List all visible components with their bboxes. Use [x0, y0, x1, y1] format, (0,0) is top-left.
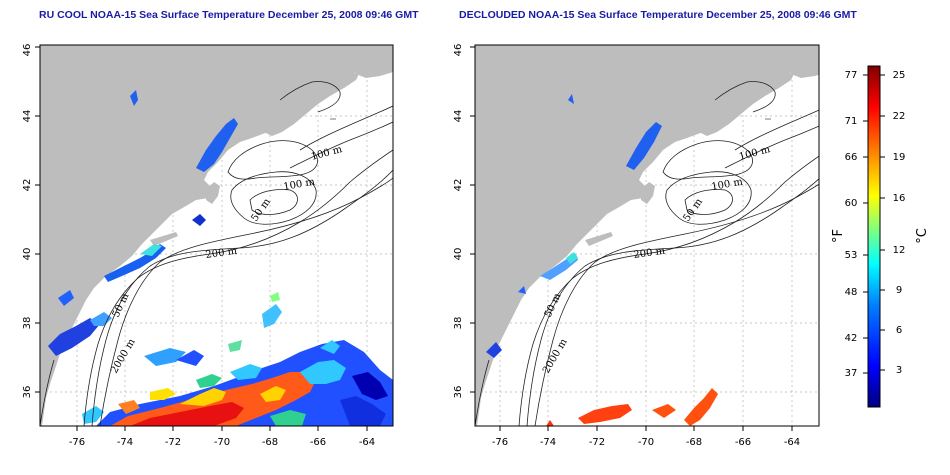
x-tick-label: -68: [686, 437, 702, 448]
f-tick-label: 77: [845, 70, 858, 81]
c-tick-label: 9: [896, 285, 902, 296]
colorbar: 77 71 66 60 53 48 42 37 25 22 19 16 12 9…: [831, 65, 930, 408]
x-tick-label: -74: [540, 437, 556, 448]
f-tick-label: 53: [845, 250, 858, 261]
x-tick-label: -68: [262, 437, 278, 448]
c-tick-label: 19: [893, 152, 906, 163]
left-y-axis: 36 38 40 42 44 46: [22, 44, 40, 399]
fahrenheit-ticks: 77 71 66 60 53 48 42 37: [845, 70, 858, 379]
f-tick-label: 71: [845, 116, 858, 127]
contour-label: 200 m: [205, 246, 238, 261]
left-panel-title: RU COOL NOAA-15 Sea Surface Temperature …: [39, 9, 419, 21]
right-panel-title: DECLOUDED NOAA-15 Sea Surface Temperatur…: [459, 9, 857, 21]
x-tick-label: -64: [359, 437, 375, 448]
left-x-axis: -76 -74 -72 -70 -68 -66 -64: [69, 426, 375, 448]
colorbar-gradient: [867, 65, 881, 408]
f-tick-label: 60: [845, 198, 858, 209]
x-tick-label: -76: [492, 437, 508, 448]
right-sst-data: [486, 94, 718, 426]
celsius-unit-label: °C: [915, 228, 930, 244]
f-tick-label: 42: [845, 333, 858, 344]
x-tick-label: -66: [310, 437, 326, 448]
y-tick-label: 44: [453, 110, 464, 123]
x-tick-label: -76: [69, 437, 85, 448]
x-tick-label: -72: [165, 437, 181, 448]
c-tick-label: 12: [893, 245, 906, 256]
c-tick-label: 22: [893, 111, 906, 122]
c-tick-label: 16: [893, 193, 906, 204]
c-tick-label: 6: [896, 325, 902, 336]
c-tick-label: 25: [893, 70, 906, 81]
x-tick-label: -72: [589, 437, 605, 448]
y-tick-label: 42: [453, 179, 464, 192]
right-map-panel: 100 m 100 m 50 m 200 m 50 m 2000 m -76 -…: [453, 44, 820, 448]
c-tick-label: 3: [896, 365, 902, 376]
y-tick-label: 44: [22, 110, 33, 123]
y-tick-label: 36: [22, 386, 33, 399]
celsius-ticks: 25 22 19 16 12 9 6 3: [893, 70, 906, 376]
y-tick-label: 46: [22, 44, 33, 57]
y-tick-label: 36: [453, 386, 464, 399]
f-tick-label: 48: [845, 287, 858, 298]
x-tick-label: -70: [214, 437, 230, 448]
x-tick-label: -66: [735, 437, 751, 448]
x-tick-label: -74: [117, 437, 133, 448]
y-tick-label: 46: [453, 44, 464, 57]
left-map-panel: 100 m 100 m 50 m 200 m 50 m 2000 m -76 -…: [22, 44, 394, 448]
y-tick-label: 38: [453, 317, 464, 330]
f-tick-label: 66: [845, 152, 858, 163]
fahrenheit-unit-label: °F: [831, 229, 846, 243]
f-tick-label: 37: [845, 368, 858, 379]
y-tick-label: 40: [22, 248, 33, 261]
y-tick-label: 40: [453, 248, 464, 261]
x-tick-label: -64: [784, 437, 800, 448]
right-y-axis: 36 38 40 42 44 46: [453, 44, 475, 399]
x-tick-label: -70: [638, 437, 654, 448]
right-x-axis: -76 -74 -72 -70 -68 -66 -64: [492, 426, 800, 448]
y-tick-label: 42: [22, 179, 33, 192]
y-tick-label: 38: [22, 317, 33, 330]
contour-label: 200 m: [633, 246, 666, 261]
left-sst-data: [48, 90, 393, 426]
